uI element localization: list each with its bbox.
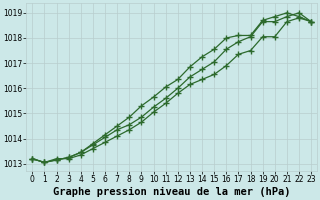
X-axis label: Graphe pression niveau de la mer (hPa): Graphe pression niveau de la mer (hPa): [53, 187, 291, 197]
